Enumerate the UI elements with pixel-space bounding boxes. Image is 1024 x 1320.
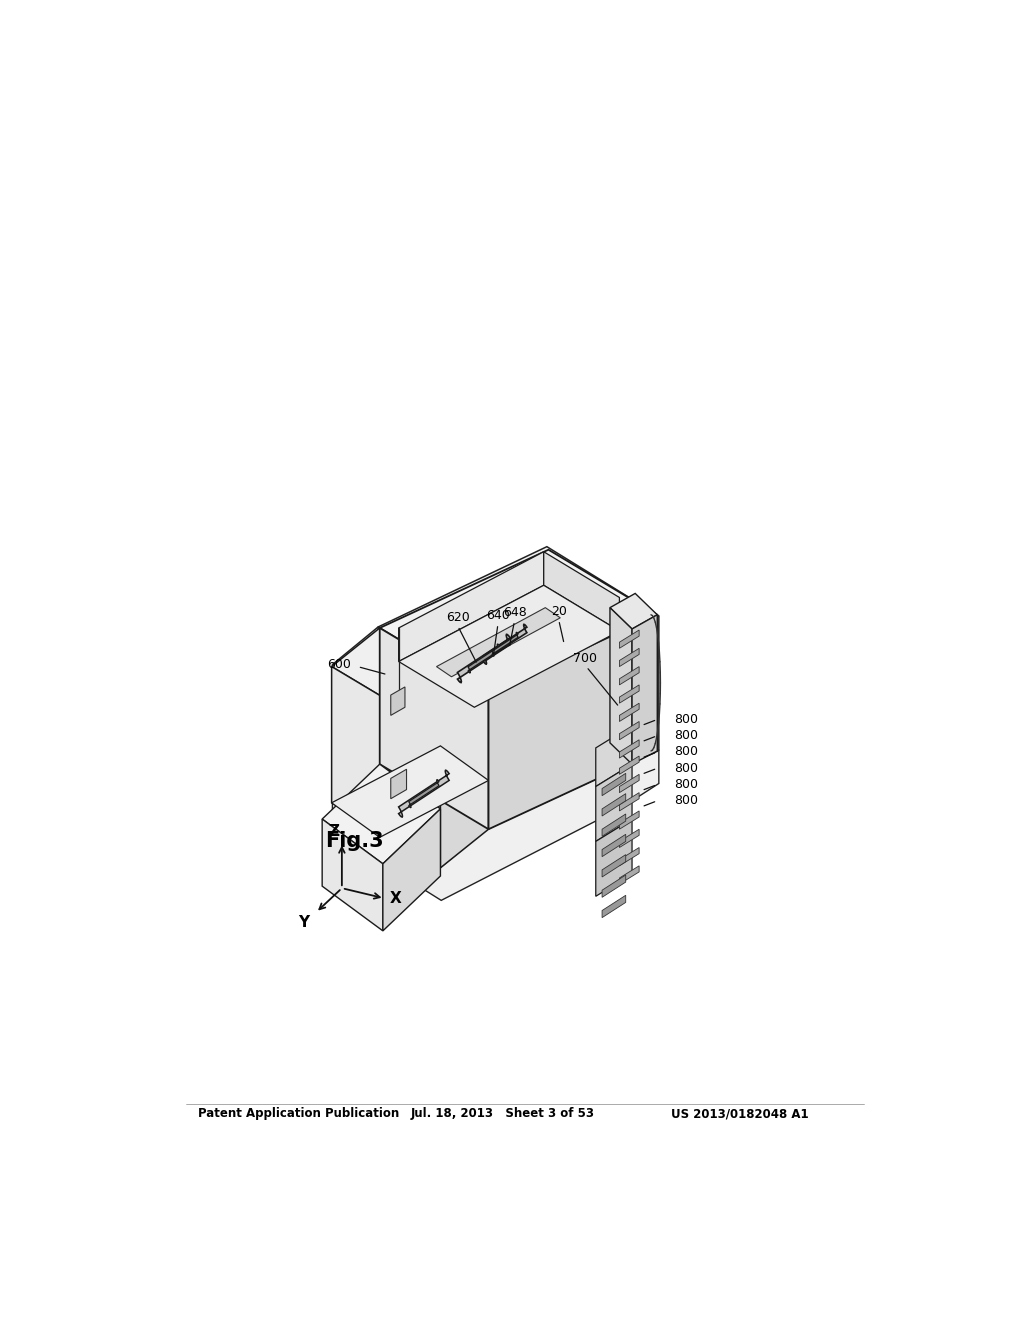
Text: 700: 700	[572, 652, 597, 665]
Polygon shape	[391, 770, 407, 799]
Text: 620: 620	[445, 611, 470, 624]
Text: 800: 800	[675, 729, 698, 742]
Polygon shape	[332, 628, 488, 731]
Polygon shape	[483, 624, 527, 664]
Polygon shape	[436, 607, 560, 677]
Polygon shape	[458, 635, 510, 682]
Polygon shape	[620, 756, 639, 775]
Text: Z: Z	[329, 824, 340, 838]
Text: 640: 640	[486, 610, 510, 622]
Polygon shape	[620, 866, 639, 884]
Polygon shape	[398, 552, 544, 661]
Polygon shape	[602, 774, 626, 796]
Polygon shape	[620, 792, 639, 810]
Polygon shape	[440, 693, 488, 867]
Text: 800: 800	[675, 795, 698, 808]
Polygon shape	[620, 685, 639, 704]
Polygon shape	[409, 780, 439, 808]
Polygon shape	[333, 627, 487, 733]
Polygon shape	[620, 630, 639, 648]
Polygon shape	[596, 764, 632, 841]
Text: Fig.3: Fig.3	[326, 832, 384, 851]
Polygon shape	[332, 667, 440, 867]
Polygon shape	[487, 615, 658, 829]
Text: 800: 800	[675, 746, 698, 759]
Text: 800: 800	[675, 762, 698, 775]
Polygon shape	[333, 664, 441, 867]
Polygon shape	[620, 847, 639, 866]
Polygon shape	[620, 829, 639, 847]
Text: 800: 800	[675, 777, 698, 791]
Polygon shape	[378, 546, 658, 696]
Text: Patent Application Publication: Patent Application Publication	[198, 1107, 398, 1121]
Polygon shape	[380, 549, 657, 693]
Polygon shape	[620, 775, 639, 792]
Polygon shape	[610, 607, 632, 764]
Polygon shape	[398, 771, 450, 817]
Polygon shape	[441, 696, 487, 867]
Polygon shape	[602, 875, 626, 898]
Text: 800: 800	[675, 713, 698, 726]
Polygon shape	[323, 764, 440, 863]
Text: 20: 20	[552, 605, 567, 618]
Polygon shape	[492, 632, 518, 656]
Polygon shape	[602, 854, 626, 876]
Text: US 2013/0182048 A1: US 2013/0182048 A1	[671, 1107, 808, 1121]
Text: 600: 600	[328, 659, 351, 671]
Text: 648: 648	[504, 606, 527, 619]
Polygon shape	[333, 750, 658, 900]
Polygon shape	[398, 585, 620, 708]
Polygon shape	[620, 722, 639, 739]
Polygon shape	[602, 895, 626, 917]
Polygon shape	[632, 615, 657, 764]
Polygon shape	[620, 739, 639, 758]
Polygon shape	[544, 552, 620, 631]
Polygon shape	[620, 810, 639, 829]
Polygon shape	[380, 628, 488, 829]
Polygon shape	[620, 667, 639, 685]
Polygon shape	[468, 644, 500, 673]
Polygon shape	[332, 746, 488, 837]
Polygon shape	[383, 809, 440, 931]
Text: X: X	[389, 891, 401, 906]
Polygon shape	[602, 793, 626, 816]
Polygon shape	[602, 834, 626, 857]
Polygon shape	[610, 594, 657, 630]
Text: Y: Y	[298, 915, 309, 931]
Polygon shape	[602, 814, 626, 837]
Polygon shape	[620, 648, 639, 667]
Polygon shape	[620, 704, 639, 722]
Polygon shape	[391, 686, 404, 715]
Polygon shape	[323, 818, 383, 931]
Polygon shape	[488, 615, 657, 829]
Polygon shape	[378, 627, 487, 829]
Text: Jul. 18, 2013   Sheet 3 of 53: Jul. 18, 2013 Sheet 3 of 53	[411, 1107, 595, 1121]
Polygon shape	[596, 726, 632, 787]
Polygon shape	[596, 818, 632, 896]
